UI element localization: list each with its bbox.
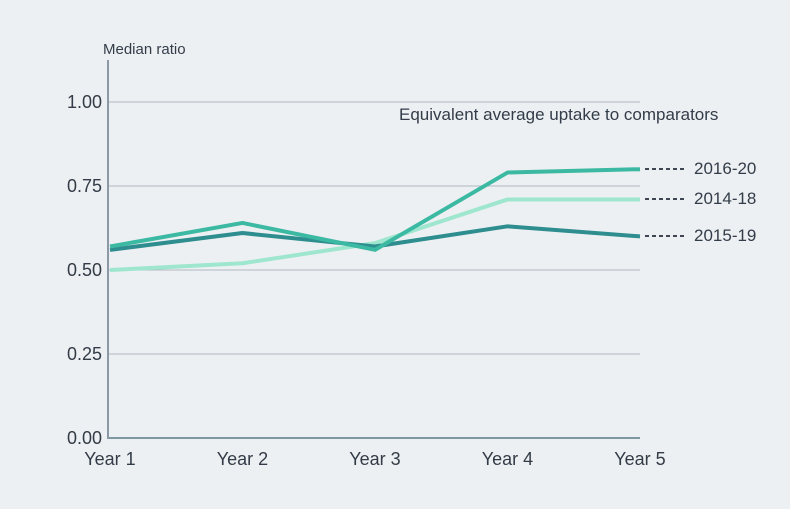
x-tick-label: Year 2 bbox=[216, 449, 269, 469]
series-line-2014-18 bbox=[109, 197, 640, 272]
legend-item-2016-20: 2016-20 bbox=[645, 159, 756, 179]
y-tick-label: 0.75 bbox=[66, 176, 102, 196]
legend-item-2014-18: 2014-18 bbox=[645, 189, 756, 209]
legend-dash-icon bbox=[645, 235, 687, 238]
y-tick-label: 0.50 bbox=[66, 260, 102, 280]
legend-label: 2014-18 bbox=[694, 189, 757, 209]
legend-dash-icon bbox=[645, 168, 687, 171]
legend-label: 2016-20 bbox=[694, 159, 757, 179]
x-tick-label: Year 1 bbox=[84, 449, 136, 469]
y-axis-title: Median ratio bbox=[103, 41, 186, 58]
annotation-label: Equivalent average uptake to comparators bbox=[399, 105, 719, 124]
x-tick-label: Year 3 bbox=[349, 449, 401, 469]
y-tick-label: 0.00 bbox=[66, 428, 102, 448]
y-tick-label: 0.25 bbox=[66, 344, 102, 364]
x-tick-label: Year 4 bbox=[481, 449, 534, 469]
x-tick-label: Year 5 bbox=[614, 449, 666, 469]
series-line-2015-19 bbox=[109, 224, 641, 252]
legend-dash-icon bbox=[645, 198, 687, 201]
series-line-2016-20 bbox=[109, 167, 641, 252]
legend-item-2015-19: 2015-19 bbox=[645, 226, 756, 246]
legend-label: 2015-19 bbox=[694, 226, 757, 246]
y-tick-label: 1.00 bbox=[66, 92, 102, 112]
